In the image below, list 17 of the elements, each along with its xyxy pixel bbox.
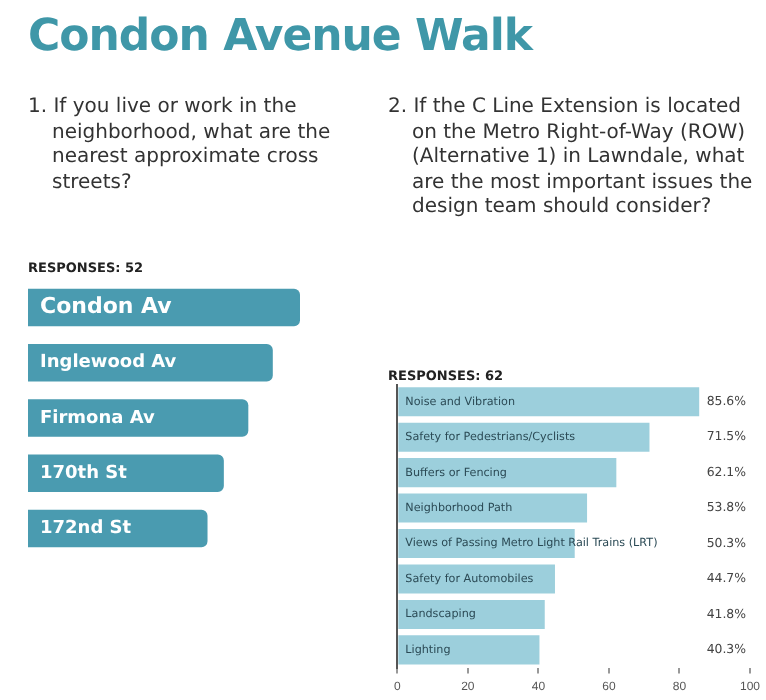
bar — [398, 493, 588, 523]
chart-title: 1. If you live or work in the neighborhood, what are the nearest approximate cross streets? — [28, 96, 331, 193]
bar — [28, 399, 249, 437]
y-tick-label: 172nd St — [40, 519, 133, 540]
y-tick-label: 170th St — [40, 463, 129, 484]
bar — [28, 344, 273, 382]
y-tick-label: Firmona Av — [40, 408, 155, 429]
bar — [398, 564, 555, 594]
chart-title: 2. If the C Line Extension is located on the Metro Right-of-Way (ROW) (Alternative 1) in Lawndale, what are the most important issues the design team should consider? — [388, 96, 755, 221]
y-tick-label: Condon Av — [40, 293, 174, 320]
bar — [28, 454, 224, 492]
bar — [398, 458, 617, 488]
bar — [398, 599, 545, 629]
bar — [398, 387, 700, 417]
text: Condon Avenue Walk — [28, 12, 533, 62]
y-tick-label: Inglewood Av — [40, 353, 177, 374]
bar — [398, 635, 540, 665]
